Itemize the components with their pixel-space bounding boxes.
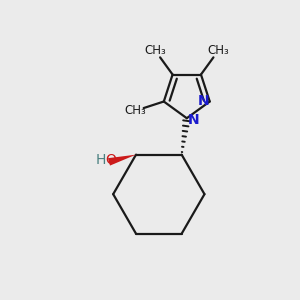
Text: N: N [188, 113, 199, 127]
Polygon shape [108, 154, 136, 166]
Text: CH₃: CH₃ [124, 104, 146, 117]
Text: CH₃: CH₃ [208, 44, 230, 57]
Text: H: H [96, 152, 106, 167]
Text: O: O [106, 153, 116, 167]
Text: N: N [197, 94, 209, 108]
Text: CH₃: CH₃ [144, 44, 166, 57]
